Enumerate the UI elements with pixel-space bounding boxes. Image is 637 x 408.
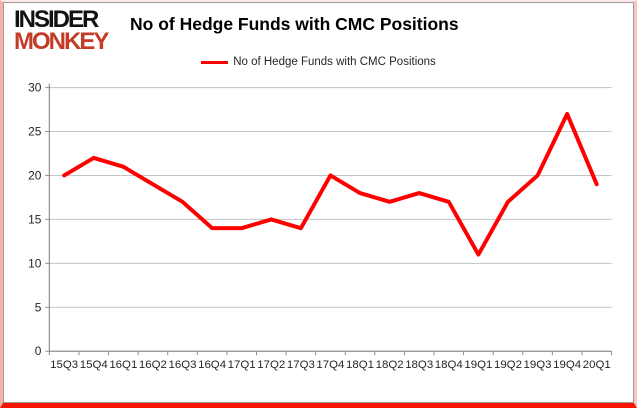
svg-text:16Q3: 16Q3 [169, 359, 197, 371]
svg-text:15: 15 [28, 212, 42, 226]
legend-line-swatch [201, 60, 229, 64]
svg-text:19Q3: 19Q3 [524, 359, 552, 371]
svg-text:30: 30 [28, 81, 42, 95]
svg-text:18Q4: 18Q4 [435, 359, 464, 371]
svg-text:16Q2: 16Q2 [139, 359, 167, 371]
svg-text:20: 20 [28, 168, 42, 182]
legend-label: No of Hedge Funds with CMC Positions [233, 56, 436, 68]
svg-text:0: 0 [35, 344, 42, 358]
page-title: No of Hedge Funds with CMC Positions [130, 14, 459, 34]
logo-monkey-text: MONKEY [14, 28, 109, 56]
data-line [62, 111, 599, 257]
axes [48, 83, 612, 352]
x-axis-labels: 15Q3 15Q4 16Q1 16Q2 16Q3 16Q4 17Q1 17Q2 17Q3 17Q4… [50, 359, 611, 371]
insider-monkey-logo: INSIDER MONKEY [14, 6, 132, 56]
y-axis-labels: 0 5 10 15 20 25 30 [28, 81, 42, 359]
svg-text:18Q1: 18Q1 [346, 359, 374, 371]
svg-text:19Q1: 19Q1 [464, 359, 492, 371]
chart-legend: No of Hedge Funds with CMC Positions [4, 56, 633, 68]
svg-text:17Q2: 17Q2 [257, 359, 285, 371]
svg-text:19Q2: 19Q2 [494, 359, 522, 371]
y-gridlines [49, 87, 612, 308]
svg-text:16Q4: 16Q4 [198, 359, 227, 371]
svg-text:17Q4: 17Q4 [316, 359, 345, 371]
logo-insider-text: INSIDER [14, 6, 99, 33]
svg-text:17Q1: 17Q1 [228, 359, 256, 371]
svg-text:18Q3: 18Q3 [405, 359, 433, 371]
chart-frame: INSIDER MONKEY No of Hedge Funds with CM… [3, 2, 634, 403]
axis-ticks [45, 87, 613, 356]
svg-text:16Q1: 16Q1 [109, 359, 137, 371]
svg-text:15Q3: 15Q3 [50, 359, 78, 371]
svg-text:19Q4: 19Q4 [553, 359, 582, 371]
svg-text:18Q2: 18Q2 [376, 359, 404, 371]
svg-text:25: 25 [28, 125, 42, 139]
svg-text:5: 5 [35, 300, 42, 314]
hedge-funds-line-chart: 0 5 10 15 20 25 30 15Q3 15Q4 16Q1 16Q2 16Q3 16Q4 17Q1… [28, 81, 613, 371]
svg-text:15Q4: 15Q4 [80, 359, 109, 371]
svg-text:17Q3: 17Q3 [287, 359, 315, 371]
svg-text:20Q1: 20Q1 [583, 359, 611, 371]
svg-text:10: 10 [28, 256, 42, 270]
